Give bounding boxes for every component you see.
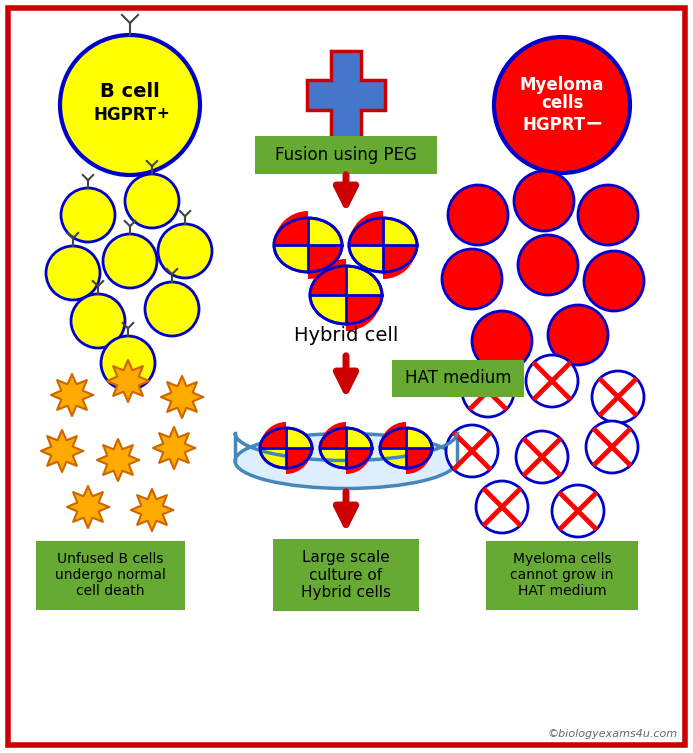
Circle shape [548, 305, 608, 365]
Circle shape [526, 355, 578, 407]
Ellipse shape [274, 218, 342, 272]
FancyBboxPatch shape [35, 541, 184, 609]
Circle shape [578, 185, 638, 245]
Wedge shape [346, 295, 382, 331]
Polygon shape [153, 427, 195, 469]
Polygon shape [51, 374, 93, 416]
Polygon shape [107, 360, 149, 402]
Circle shape [462, 365, 514, 417]
Text: cells: cells [541, 94, 584, 112]
PathPatch shape [307, 51, 385, 139]
Polygon shape [131, 489, 173, 531]
Polygon shape [67, 486, 109, 528]
Text: Fusion using PEG: Fusion using PEG [275, 146, 417, 164]
Circle shape [71, 294, 125, 348]
Polygon shape [97, 439, 139, 481]
Wedge shape [320, 422, 346, 448]
Circle shape [516, 431, 568, 483]
Circle shape [446, 425, 498, 477]
Wedge shape [260, 422, 286, 448]
Circle shape [476, 481, 528, 533]
Circle shape [448, 185, 508, 245]
Wedge shape [308, 245, 342, 279]
Polygon shape [161, 376, 203, 418]
Text: −: − [585, 113, 604, 133]
Wedge shape [286, 448, 312, 474]
Text: HAT medium: HAT medium [405, 369, 511, 387]
FancyBboxPatch shape [8, 8, 685, 745]
Wedge shape [274, 211, 308, 245]
Wedge shape [346, 448, 372, 474]
Wedge shape [349, 211, 383, 245]
Polygon shape [41, 430, 83, 472]
Text: Unfused B cells
undergo normal
cell death: Unfused B cells undergo normal cell deat… [55, 552, 166, 598]
Circle shape [514, 171, 574, 231]
Text: HGPRT: HGPRT [94, 106, 157, 124]
Circle shape [60, 35, 200, 175]
Ellipse shape [320, 428, 372, 468]
Circle shape [158, 224, 212, 278]
Text: Large scale
culture of
Hybrid cells: Large scale culture of Hybrid cells [301, 550, 391, 600]
Text: B cell: B cell [100, 81, 160, 100]
Text: HGPRT: HGPRT [523, 116, 586, 134]
Circle shape [494, 37, 630, 173]
Ellipse shape [380, 428, 432, 468]
Text: ©biologyexams4u.com: ©biologyexams4u.com [548, 729, 678, 739]
Circle shape [125, 174, 179, 228]
Circle shape [145, 282, 199, 336]
Circle shape [103, 234, 157, 288]
Ellipse shape [349, 218, 417, 272]
Ellipse shape [235, 434, 457, 489]
Wedge shape [383, 245, 417, 279]
Circle shape [518, 235, 578, 295]
Circle shape [472, 311, 532, 371]
Circle shape [586, 421, 638, 473]
FancyBboxPatch shape [486, 541, 638, 609]
FancyBboxPatch shape [273, 539, 419, 611]
Text: Hybrid cell: Hybrid cell [294, 325, 398, 345]
Circle shape [46, 246, 100, 300]
Circle shape [584, 251, 644, 311]
Wedge shape [406, 448, 432, 474]
Circle shape [552, 485, 604, 537]
FancyBboxPatch shape [392, 359, 524, 397]
Circle shape [592, 371, 644, 423]
Wedge shape [380, 422, 406, 448]
Text: Myeloma: Myeloma [520, 76, 604, 94]
Text: +: + [157, 105, 169, 120]
Circle shape [61, 188, 115, 242]
Ellipse shape [310, 266, 382, 324]
Ellipse shape [260, 428, 312, 468]
FancyBboxPatch shape [255, 136, 437, 174]
Circle shape [101, 336, 155, 390]
Text: Myeloma cells
cannot grow in
HAT medium: Myeloma cells cannot grow in HAT medium [510, 552, 614, 598]
Circle shape [442, 249, 502, 309]
Wedge shape [310, 259, 346, 295]
